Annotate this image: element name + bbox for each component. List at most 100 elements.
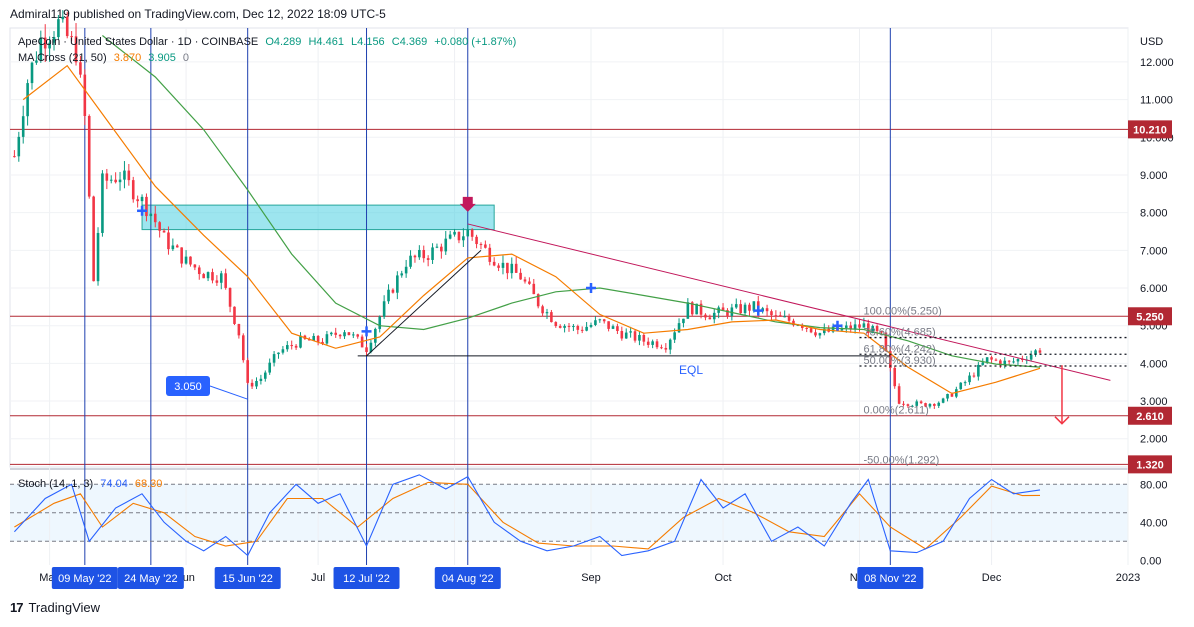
candle-body xyxy=(734,304,738,308)
candle-body xyxy=(572,326,575,328)
candle-body xyxy=(946,393,949,399)
candle-body xyxy=(1012,361,1015,363)
event-date-tag xyxy=(214,567,281,589)
ma-label[interactable]: MA Cross (21, 50) xyxy=(18,52,107,64)
candle-body xyxy=(426,258,430,260)
candle-body xyxy=(343,332,346,337)
y-tick-label: 2.000 xyxy=(1140,434,1168,446)
tradingview-logo-icon: 17 xyxy=(10,600,24,615)
candle-body xyxy=(435,246,439,248)
stoch-d-line xyxy=(14,481,1041,550)
candle-body xyxy=(867,323,870,334)
candle-body xyxy=(92,196,95,282)
candle-body xyxy=(858,324,861,328)
candle-body xyxy=(778,315,782,317)
candle-body xyxy=(580,329,584,331)
down-arrow-icon xyxy=(1054,416,1070,425)
candle-body xyxy=(972,375,976,377)
stoch-label[interactable]: Stoch (14, 1, 3) xyxy=(18,478,94,490)
cross-marker xyxy=(137,205,148,216)
candle-body xyxy=(462,236,465,241)
candle-body xyxy=(642,334,646,342)
y-tick-label: 9.000 xyxy=(1140,170,1168,182)
candle-body xyxy=(1007,360,1011,362)
candle-body xyxy=(924,403,927,407)
candle-body xyxy=(541,306,544,314)
candle-body xyxy=(800,324,804,328)
candle-body xyxy=(255,380,258,387)
candle-body xyxy=(554,322,558,327)
candle-body xyxy=(413,255,417,258)
ma-legend: MA Cross (21, 50) 3.870 3.905 0 xyxy=(18,52,193,64)
candle-body xyxy=(616,326,619,331)
candle-body xyxy=(299,335,302,348)
candle-body xyxy=(677,323,681,333)
candle-body xyxy=(682,318,685,324)
candle-body xyxy=(792,320,795,326)
candle-body xyxy=(352,334,355,336)
level-price-text: 10.210 xyxy=(1133,124,1167,136)
top-bar: Admiral119 published on TradingView.com,… xyxy=(0,0,1194,28)
candle-body xyxy=(699,303,703,315)
candle-body xyxy=(101,173,104,233)
candle-body xyxy=(704,314,707,318)
x-tick-label: Dec xyxy=(982,572,1002,584)
candle-body xyxy=(294,345,298,348)
candle-body xyxy=(325,334,329,344)
candle-body xyxy=(730,307,734,316)
stoch-legend: Stoch (14, 1, 3) 74.04 68.30 xyxy=(18,478,166,490)
candle-body xyxy=(268,362,271,373)
candle-body xyxy=(123,170,126,180)
candle-body xyxy=(43,37,47,49)
candle-body xyxy=(285,345,289,350)
candle-body xyxy=(638,334,641,341)
candle-body xyxy=(708,317,712,320)
candle-body xyxy=(26,83,29,117)
candle-body xyxy=(175,245,179,248)
ma-fast-value: 3.870 xyxy=(113,52,142,64)
candle-body xyxy=(897,386,901,404)
candle-body xyxy=(140,196,144,202)
x-tick-label: 2023 xyxy=(1116,572,1140,584)
event-date-tag xyxy=(117,567,184,589)
fib-label: 61.80%(4.242) xyxy=(864,343,936,355)
candle-body xyxy=(444,238,448,252)
y-tick-label: 11.000 xyxy=(1140,95,1173,107)
candle-body xyxy=(1034,350,1037,355)
candle-body xyxy=(739,304,742,314)
candle-body xyxy=(624,332,628,339)
fib-label: 50.00%(3.930) xyxy=(864,355,936,367)
change-value: +0.080 (+1.87%) xyxy=(434,36,517,48)
candle-body xyxy=(250,382,254,387)
low-price-callout-text: 3.050 xyxy=(174,381,202,393)
candle-body xyxy=(968,375,971,383)
candle-body xyxy=(497,265,500,268)
candle-body xyxy=(484,244,487,248)
candle-body xyxy=(528,281,531,284)
candle-body xyxy=(365,347,368,353)
up-trendline xyxy=(366,249,482,357)
candle-body xyxy=(576,326,580,330)
tradingview-logo[interactable]: 17 TradingView xyxy=(10,600,100,615)
candle-body xyxy=(889,351,892,368)
candle-body xyxy=(241,335,245,361)
candle-body xyxy=(501,262,505,268)
candle-body xyxy=(312,335,316,341)
candle-body xyxy=(594,320,597,325)
candle-body xyxy=(814,332,817,336)
symbol-label[interactable]: ApeCoin · United States Dollar · 1D · CO… xyxy=(18,36,259,48)
cross-marker xyxy=(753,305,764,316)
x-tick-label: Sep xyxy=(581,572,601,584)
y-tick-label: 6.000 xyxy=(1140,283,1168,295)
candle-body xyxy=(466,229,470,237)
candle-body xyxy=(488,247,492,262)
candle-body xyxy=(519,272,522,280)
stoch-tick-label: 80.00 xyxy=(1140,479,1168,491)
candle-body xyxy=(422,249,426,259)
candle-body xyxy=(902,403,905,405)
fib-label: -50.00%(1.292) xyxy=(864,454,940,466)
candle-body xyxy=(109,179,113,181)
candle-body xyxy=(963,382,967,384)
candle-body xyxy=(545,312,549,314)
